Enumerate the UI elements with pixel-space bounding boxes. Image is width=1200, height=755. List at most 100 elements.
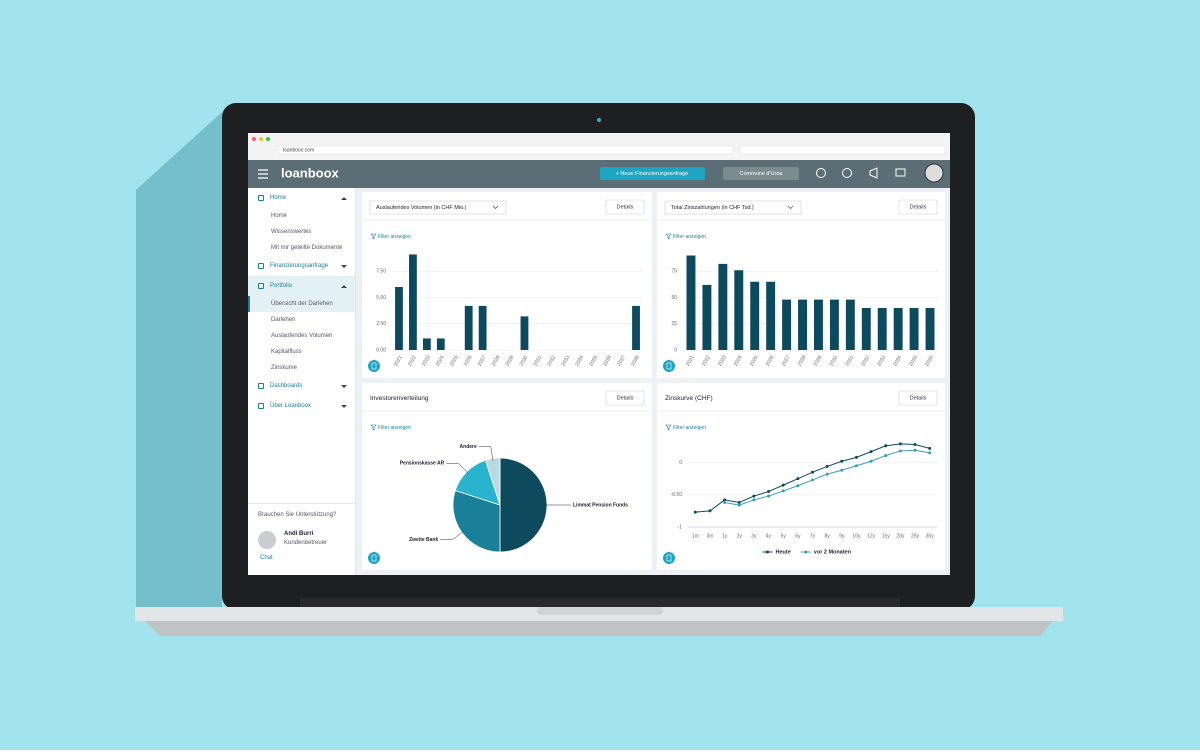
x-tick-label: 3m (706, 533, 713, 539)
point (898, 449, 902, 453)
point (928, 451, 932, 455)
logo[interactable]: loanboox (281, 165, 340, 180)
x-tick-label: 2029 (813, 354, 824, 367)
bar (861, 308, 871, 350)
nav-item[interactable]: Zinskurve (271, 365, 298, 371)
bar (845, 299, 855, 350)
nav-section[interactable]: Über Loanboox (248, 396, 355, 416)
export-button[interactable] (663, 552, 675, 564)
user-avatar[interactable] (924, 163, 944, 183)
point (693, 510, 697, 514)
menu-button[interactable] (258, 169, 268, 179)
point (781, 489, 785, 493)
x-tick-label: 6y (795, 533, 801, 539)
account-label: Commune d'Uroa (740, 171, 784, 177)
icon-button[interactable] (816, 168, 826, 178)
base-notch (537, 607, 663, 615)
bar (436, 338, 445, 350)
account-button[interactable] (723, 167, 799, 180)
point (796, 477, 800, 481)
pie-label: Zweite Bank (409, 537, 438, 543)
leader-line (440, 531, 464, 540)
x-tick-label: 2038 (630, 354, 641, 367)
details-button[interactable] (605, 199, 645, 215)
chart-selector[interactable] (369, 200, 507, 215)
nav-section-label: Portfolio (270, 283, 293, 289)
nav-item[interactable]: Darlehen (271, 317, 296, 323)
url-bar[interactable] (277, 145, 734, 155)
x-tick-label: 2022 (701, 354, 712, 367)
details-button[interactable] (605, 390, 645, 406)
chart-selector[interactable] (664, 200, 802, 215)
nav-icon (258, 283, 264, 289)
filter-link[interactable]: Filter anzeigen (673, 234, 706, 240)
nav-item[interactable]: Wissenswertes (271, 229, 312, 235)
x-tick-label: 2032 (860, 354, 871, 367)
x-tick-label: 10y (852, 533, 861, 539)
window-dot[interactable] (259, 137, 263, 141)
point (796, 484, 800, 488)
x-tick-label: 2029 (505, 354, 516, 367)
y-tick-label: 5.00 (376, 295, 386, 301)
filter-link[interactable]: Filter anzeigen (673, 425, 706, 431)
nav-item[interactable]: Auslaufendes Volumen (271, 333, 333, 339)
point (869, 459, 873, 463)
export-button[interactable] (663, 360, 675, 372)
x-tick-label: 2022 (407, 354, 418, 367)
nav-item[interactable]: Kapitalfluss (271, 349, 302, 355)
search-bar[interactable] (739, 145, 946, 155)
x-tick-label: 2027 (781, 354, 792, 367)
filter-icon (370, 424, 377, 431)
y-tick-label: 50 (671, 295, 677, 301)
point (767, 490, 771, 494)
details-label: Details (617, 395, 634, 401)
nav-section[interactable]: Home (248, 188, 355, 208)
icon-button[interactable] (869, 167, 878, 179)
nav-icon (258, 403, 264, 409)
point (884, 453, 888, 457)
x-tick-label: 2030 (829, 354, 840, 367)
point (913, 443, 917, 447)
icon-button[interactable] (842, 168, 852, 178)
x-tick-label: 8y (825, 533, 831, 539)
point (898, 442, 902, 446)
filter-link[interactable]: Filter anzeigen (378, 234, 411, 240)
bar (632, 305, 640, 350)
x-tick-label: 20y (896, 533, 905, 539)
bar (395, 287, 403, 350)
x-tick-label: 2026 (463, 354, 474, 367)
filter-link[interactable]: Filter anzeigen (378, 425, 411, 431)
point (928, 446, 932, 450)
icon-button[interactable] (895, 168, 906, 177)
details-button[interactable] (898, 390, 938, 406)
nav-section[interactable]: Portfolio (248, 276, 355, 296)
new-request-button[interactable] (600, 167, 705, 180)
nav-item[interactable]: Mit mir geteilte Dokumente (271, 245, 343, 251)
window-dot[interactable] (266, 137, 270, 141)
nav-item[interactable]: Home (271, 213, 288, 219)
laptop-shadow (136, 112, 222, 610)
point (752, 494, 756, 498)
point (825, 464, 829, 468)
nav-item[interactable]: Übersicht der Darlehen (248, 296, 355, 312)
window-dot[interactable] (252, 137, 256, 141)
x-tick-label: 2034 (892, 354, 903, 367)
x-tick-label: 2023 (717, 354, 728, 367)
x-tick-label: 3y (751, 533, 757, 539)
chevron (787, 205, 794, 209)
nav-section[interactable]: Finanzierungsanfrage (248, 256, 355, 276)
bar (464, 305, 473, 350)
chat-link[interactable]: Chat (260, 555, 273, 561)
nav-icon (258, 195, 264, 201)
nav-section[interactable]: Dashboards (248, 376, 355, 396)
x-tick-label: 2037 (616, 354, 627, 367)
details-button[interactable] (898, 199, 938, 215)
bar (877, 308, 887, 350)
export-button[interactable] (368, 360, 380, 372)
export-button[interactable] (368, 552, 380, 564)
nav-icon (258, 263, 264, 269)
x-tick-label: 4y (766, 533, 772, 539)
camera (597, 118, 601, 122)
support-box: Brauchen Sie Unterstützung? Andi Burri Kun… (248, 503, 355, 569)
nav-section-label: Dashboards (270, 383, 303, 389)
